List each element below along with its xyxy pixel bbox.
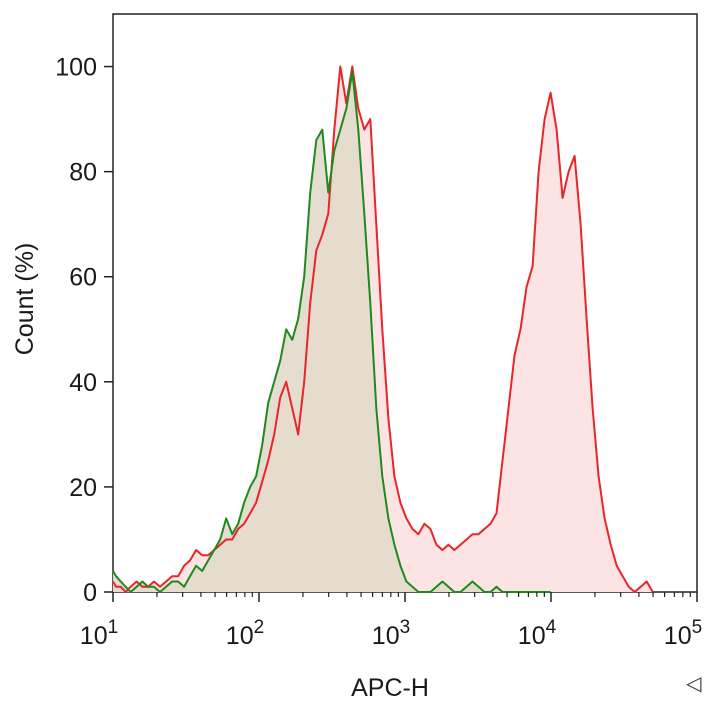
x-tick-label: 104 — [518, 617, 557, 650]
y-tick-label: 0 — [83, 579, 97, 607]
series-fill-2 — [113, 71, 551, 593]
x-tick-label: 101 — [80, 617, 118, 650]
series-line-2 — [112, 70, 551, 593]
series-line-1 — [112, 65, 654, 593]
y-tick-label: 60 — [69, 264, 97, 292]
series-fills — [113, 66, 653, 593]
y-tick-label: 80 — [69, 159, 97, 187]
x-axis-title: APC-H — [351, 674, 429, 702]
y-axis: 0 20 40 60 80 100 — [55, 54, 113, 607]
y-tick-label: 20 — [69, 474, 97, 502]
x-axis: 101 102 103 104 105 — [80, 592, 702, 650]
y-tick-label: 40 — [69, 369, 97, 397]
collapse-arrow-icon[interactable]: ◁ — [685, 671, 702, 695]
plot-frame — [112, 13, 698, 593]
series-lines — [112, 65, 654, 593]
series-fill-1 — [113, 66, 653, 592]
plot-area — [112, 13, 698, 593]
y-axis-title: Count (%) — [11, 243, 39, 356]
x-tick-label: 105 — [664, 617, 702, 650]
x-tick-label: 102 — [226, 617, 264, 650]
y-tick-label: 100 — [55, 54, 97, 82]
x-tick-label: 103 — [372, 617, 410, 650]
